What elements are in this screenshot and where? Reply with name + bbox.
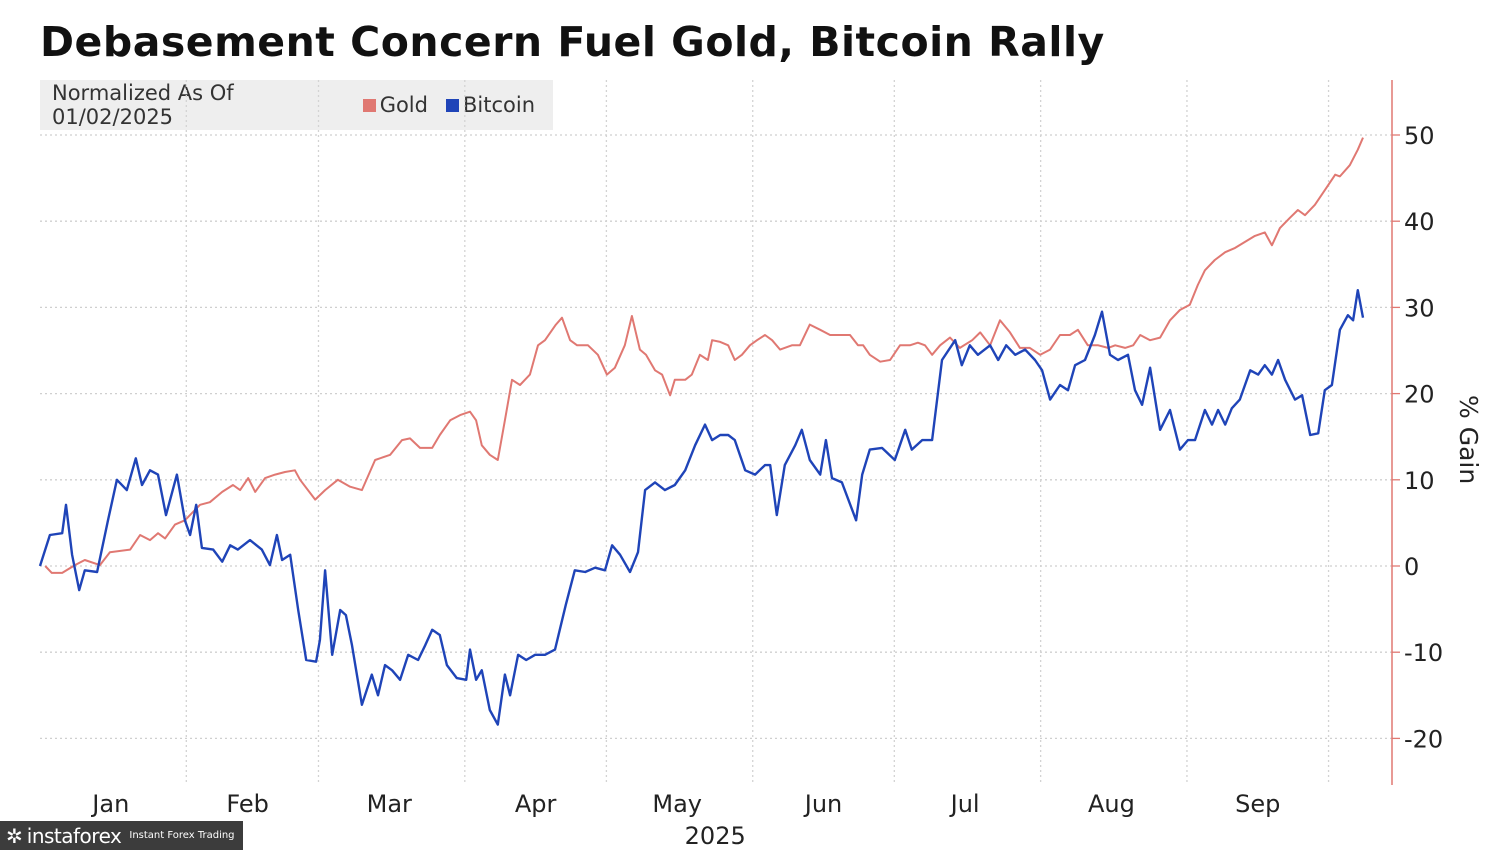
x-tick-label: Apr	[515, 790, 557, 818]
x-tick-label: Jun	[803, 790, 843, 818]
y-tick-label: 40	[1404, 208, 1435, 236]
series-line-bitcoin	[38, 289, 1365, 726]
watermark-name: instaforex	[26, 823, 122, 848]
watermark-logo-icon: ✲	[6, 823, 23, 848]
x-tick-label: Feb	[226, 790, 269, 818]
y-tick-label: 10	[1404, 467, 1435, 495]
legend: Normalized As Of 01/02/2025 Gold Bitcoin	[40, 80, 553, 130]
x-tick-label: Sep	[1235, 790, 1280, 818]
legend-label-bitcoin: Bitcoin	[462, 93, 535, 117]
x-tick-label: Jul	[949, 790, 980, 818]
y-tick-label: -20	[1404, 725, 1443, 753]
y-tick-label: -10	[1404, 639, 1443, 667]
y-tick-label: 20	[1404, 381, 1435, 409]
x-tick-label: May	[652, 790, 702, 818]
x-tick-label: Aug	[1088, 790, 1135, 818]
y-tick-label: 0	[1404, 553, 1419, 581]
series-line-gold	[44, 137, 1364, 574]
y-tick-label: 50	[1404, 122, 1435, 150]
x-axis-year-label: 2025	[685, 822, 746, 850]
x-tick-label: Jan	[90, 790, 129, 818]
x-tick-label: Mar	[367, 790, 412, 818]
legend-label-gold: Gold	[379, 93, 428, 117]
watermark-tagline: Instant Forex Trading	[129, 829, 235, 841]
legend-swatch-bitcoin	[445, 98, 459, 112]
legend-item-bitcoin: Bitcoin	[445, 93, 535, 117]
legend-item-gold: Gold	[362, 93, 428, 117]
chart-title: Debasement Concern Fuel Gold, Bitcoin Ra…	[40, 18, 1105, 66]
y-axis-label: % Gain	[1454, 395, 1483, 484]
y-tick-label: 30	[1404, 294, 1435, 322]
watermark: ✲ instaforex Instant Forex Trading	[0, 821, 243, 850]
normalization-note: Normalized As Of 01/02/2025	[52, 81, 234, 129]
legend-swatch-gold	[362, 98, 376, 112]
